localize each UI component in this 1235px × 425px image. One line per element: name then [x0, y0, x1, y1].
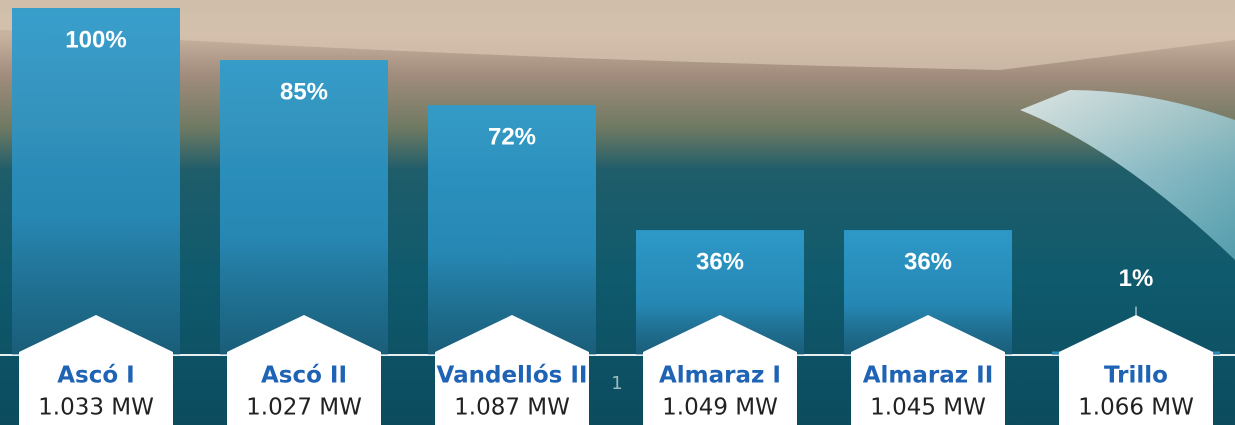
category-label: Vandellós II [437, 363, 588, 389]
capacity-label: 1.027 MW [246, 395, 362, 421]
capacity-label: 1.033 MW [38, 395, 154, 421]
capacity-label: 1.066 MW [1078, 395, 1194, 421]
category-label: Ascó II [261, 363, 347, 389]
label-box [643, 315, 797, 425]
label-box [435, 315, 589, 425]
value-label: 1% [1119, 265, 1154, 292]
bar [428, 105, 596, 355]
bar [12, 8, 180, 355]
bar [220, 60, 388, 356]
category-label: Trillo [1104, 363, 1168, 389]
value-label: 72% [488, 124, 536, 151]
category-label: Almaraz II [863, 363, 994, 389]
category-label: Ascó I [57, 363, 135, 389]
label-box [1059, 315, 1213, 425]
capacity-label: 1.087 MW [454, 395, 570, 421]
value-label: 36% [904, 248, 952, 275]
value-label: 85% [280, 78, 328, 105]
page-number: 1 [611, 373, 622, 394]
label-box [851, 315, 1005, 425]
value-label: 36% [696, 248, 744, 275]
label-box [227, 315, 381, 425]
value-label: 100% [65, 26, 126, 53]
capacity-label: 1.049 MW [662, 395, 778, 421]
label-box [19, 315, 173, 425]
shore [0, 0, 1235, 70]
category-label: Almaraz I [659, 363, 781, 389]
outflow [1020, 90, 1235, 260]
capacity-label: 1.045 MW [870, 395, 986, 421]
